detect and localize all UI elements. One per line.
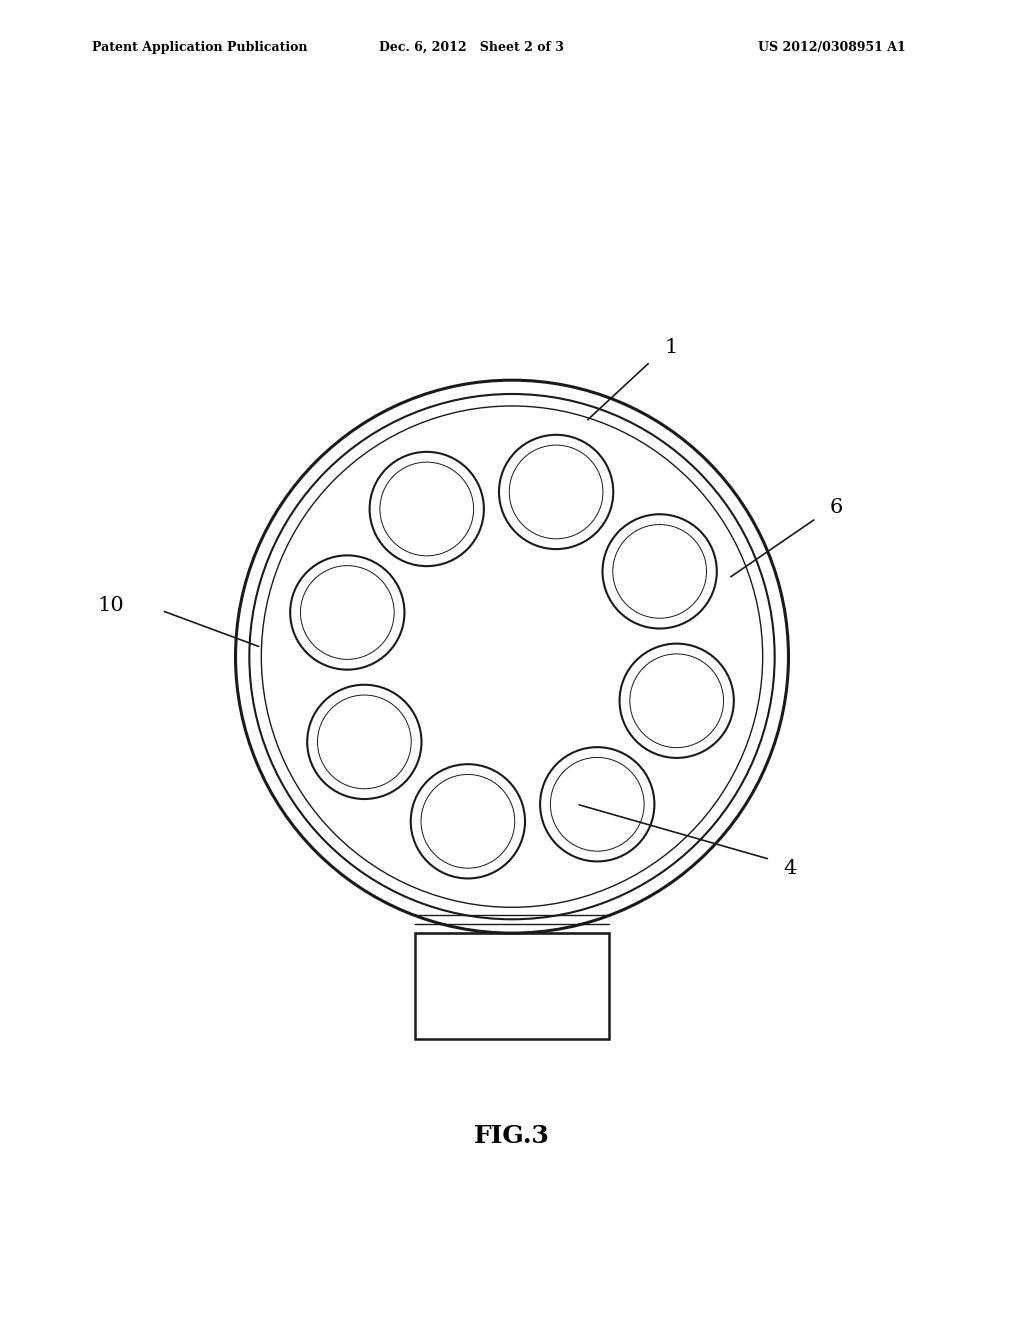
- Text: 6: 6: [829, 498, 843, 517]
- Text: 10: 10: [97, 597, 124, 615]
- Text: Patent Application Publication: Patent Application Publication: [92, 41, 307, 54]
- Text: US 2012/0308951 A1: US 2012/0308951 A1: [758, 41, 905, 54]
- Text: 4: 4: [784, 859, 797, 878]
- Text: 1: 1: [665, 338, 678, 358]
- Text: Dec. 6, 2012   Sheet 2 of 3: Dec. 6, 2012 Sheet 2 of 3: [379, 41, 564, 54]
- Text: FIG.3: FIG.3: [474, 1123, 550, 1148]
- Bar: [416, 933, 608, 1039]
